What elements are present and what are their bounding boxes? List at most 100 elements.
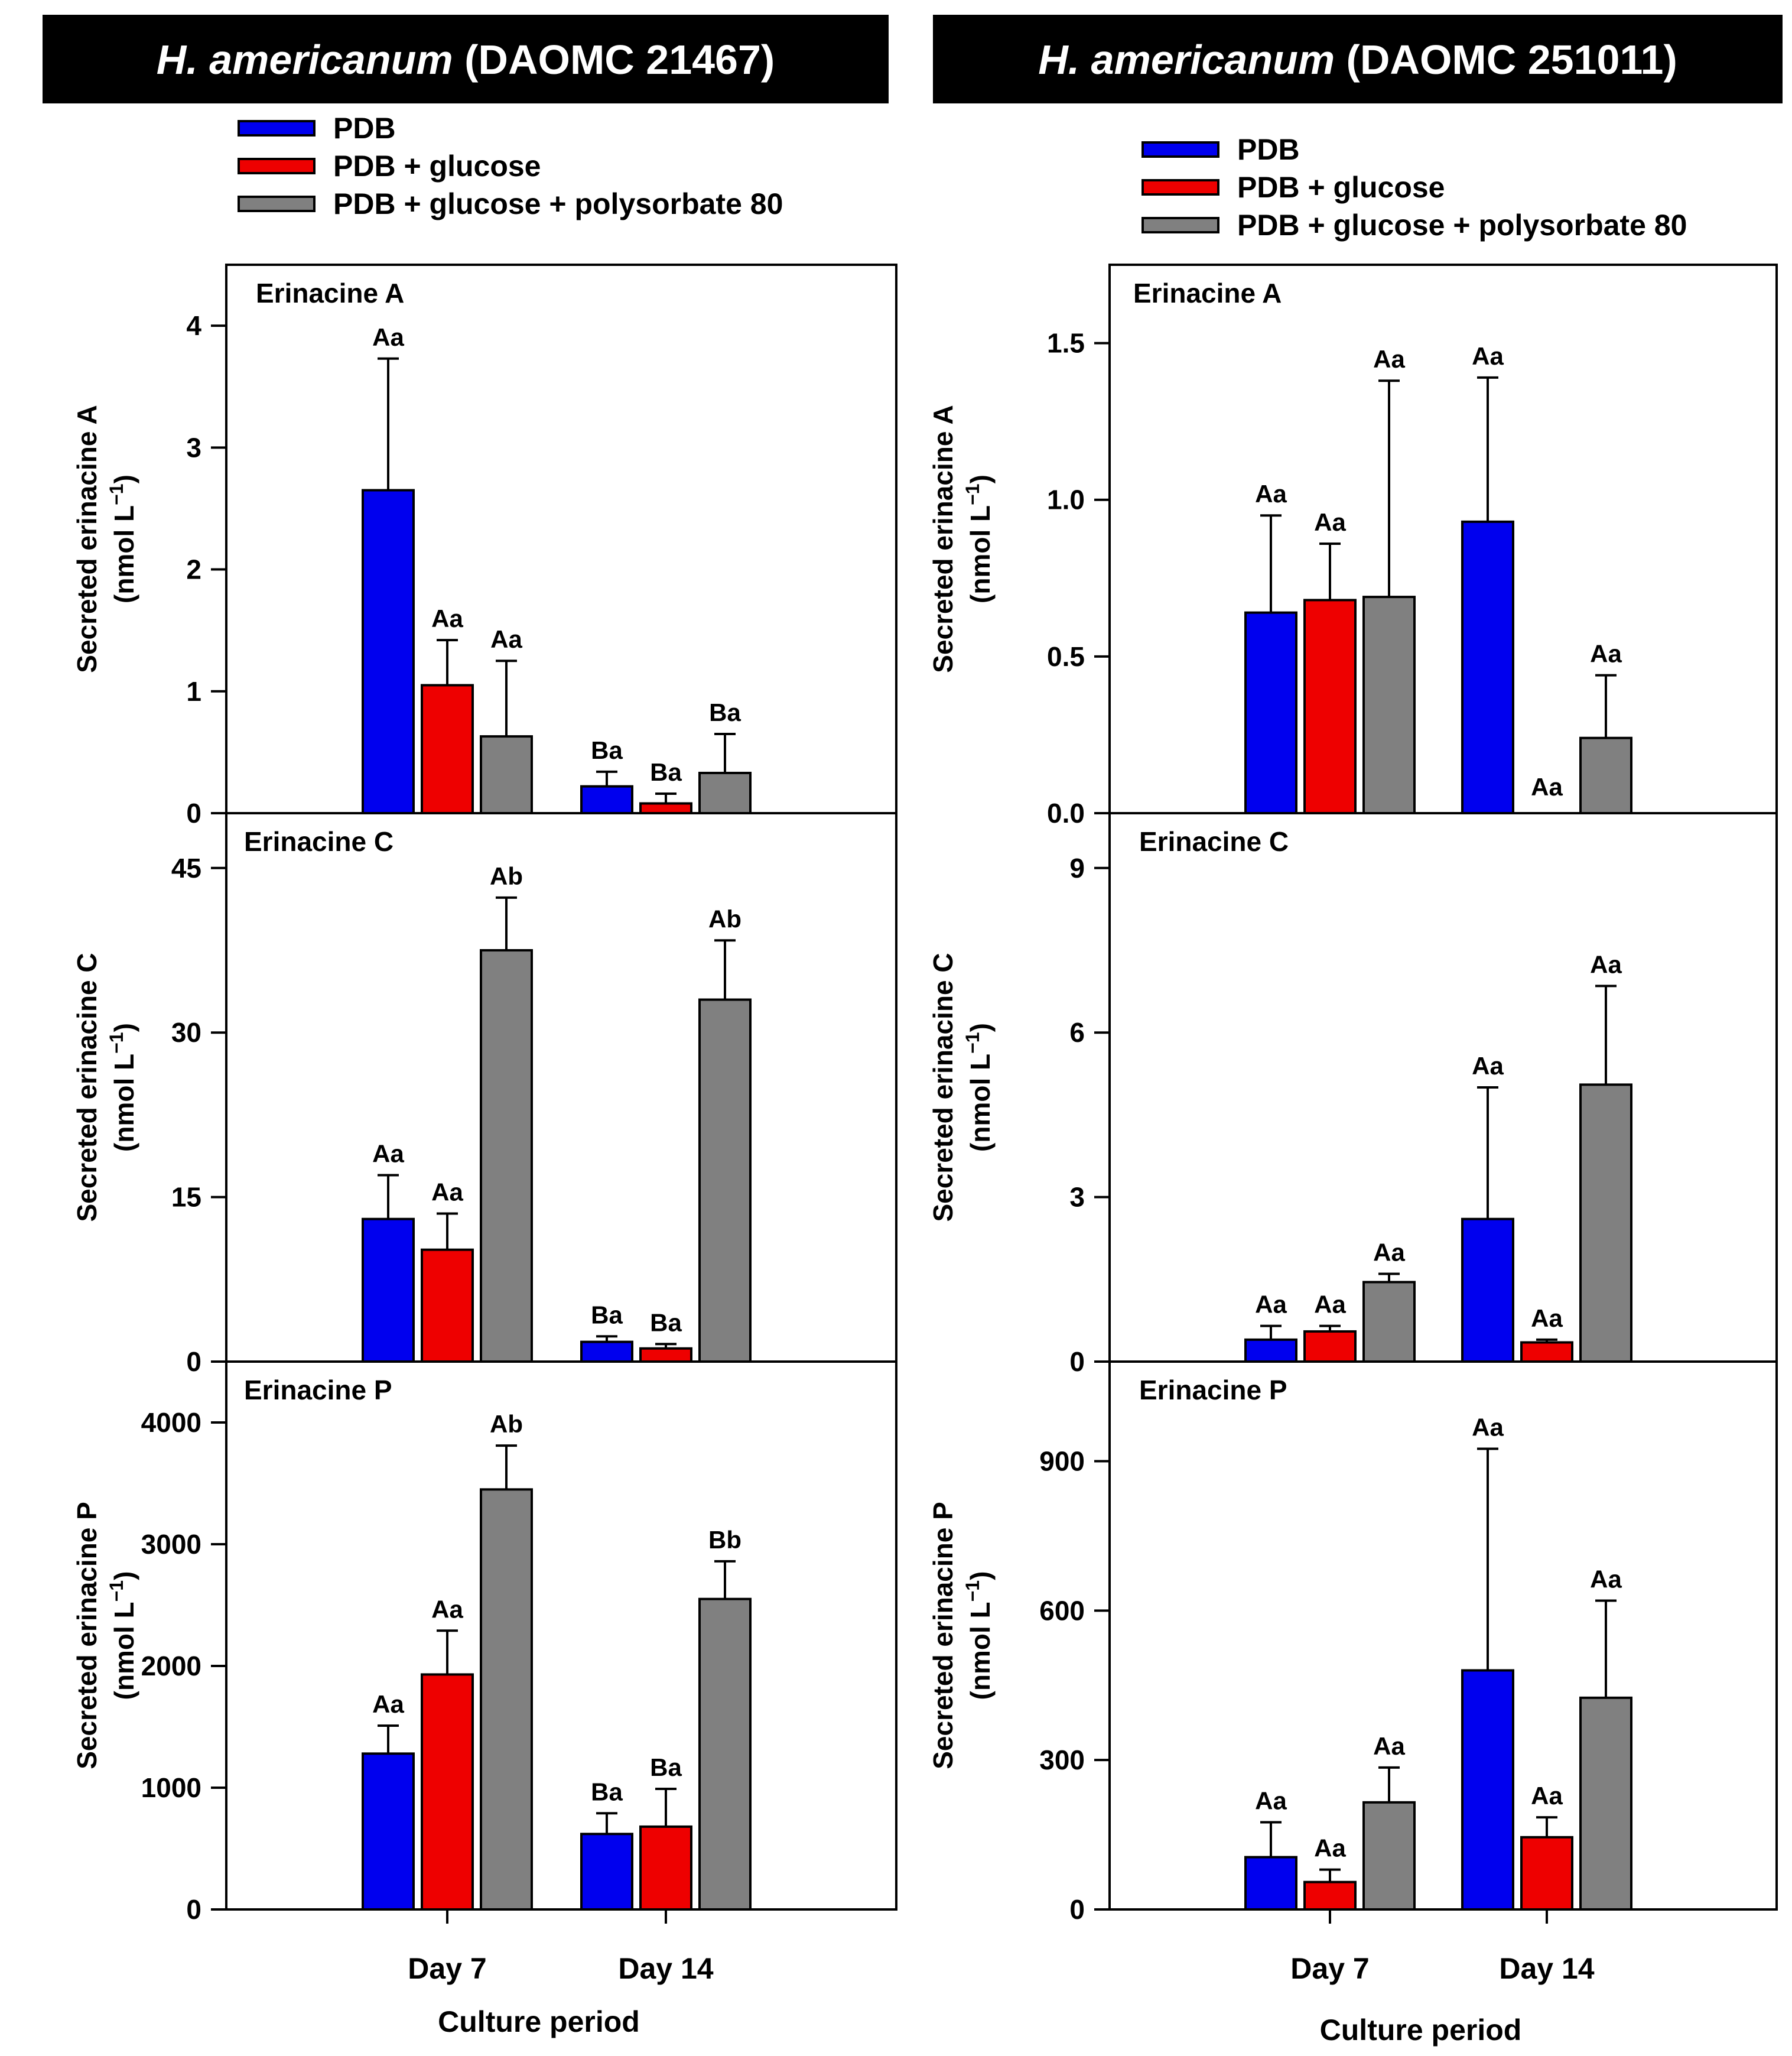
- y-axis-unit-part: −1: [962, 1580, 983, 1602]
- bar: [698, 1597, 752, 1911]
- bar: [639, 802, 692, 814]
- bar: [1362, 596, 1416, 814]
- bar: [362, 1217, 415, 1363]
- significance-letter: Aa: [372, 1139, 404, 1167]
- significance-letter: Aa: [490, 625, 522, 653]
- panel-frame: [1108, 1360, 1778, 1911]
- bar: [1362, 1281, 1416, 1363]
- panel-frame: [1108, 812, 1778, 1363]
- y-tick-label: 30: [171, 1017, 201, 1048]
- significance-letter: Bb: [708, 1526, 741, 1554]
- legend-label: PDB + glucose: [1237, 171, 1445, 204]
- significance-letter: Aa: [1314, 1291, 1346, 1318]
- legend-swatch: [1141, 217, 1219, 233]
- y-axis-unit: (nmol L−1): [106, 1023, 139, 1152]
- bar: [1303, 599, 1357, 814]
- panel-erinacine-c: 0 15 30 45 Erinacine C Secreted erinacine C (n…: [71, 812, 897, 1377]
- significance-letter: Aa: [1472, 342, 1504, 370]
- y-tick-label: 6: [1069, 1017, 1085, 1048]
- panel-label: Erinacine A: [1133, 278, 1282, 308]
- y-axis-unit-part: −1: [106, 1032, 127, 1053]
- significance-letter: Aa: [1373, 1239, 1405, 1266]
- x-axis-title: Culture period: [438, 2005, 640, 2038]
- significance-letter: Ba: [591, 1778, 623, 1805]
- bar: [480, 949, 533, 1363]
- significance-letter: Aa: [1472, 1413, 1504, 1441]
- legend-label: PDB: [1237, 133, 1300, 166]
- y-axis-unit: (nmol L−1): [962, 475, 996, 603]
- bar: [1303, 1330, 1357, 1363]
- y-tick-label: 2: [186, 554, 201, 585]
- bar: [1520, 1836, 1573, 1911]
- significance-letter: Ab: [490, 1410, 523, 1438]
- significance-letter: Aa: [1255, 480, 1287, 508]
- x-tick-label: Day 7: [408, 1952, 486, 1985]
- y-tick-label: 0.5: [1047, 641, 1085, 672]
- legend-label: PDB + glucose + polysorbate 80: [333, 187, 783, 220]
- y-tick-label: 0: [1069, 1894, 1085, 1925]
- bar: [698, 771, 752, 814]
- y-axis-label: Secreted erinacine P: [928, 1502, 958, 1769]
- bar: [1244, 1856, 1297, 1911]
- y-axis-unit: (nmol L−1): [106, 475, 139, 603]
- bar: [1244, 611, 1297, 815]
- panel-label: Erinacine A: [256, 278, 404, 308]
- y-tick-label: 0: [1069, 1346, 1085, 1377]
- y-axis-unit-part: (nmol L: [965, 1602, 996, 1700]
- panel-frame: [225, 812, 897, 1363]
- y-axis-label: Secreted erinacine C: [928, 953, 958, 1222]
- y-axis-unit-part: (nmol L: [109, 1602, 139, 1700]
- significance-letter: Aa: [431, 605, 463, 632]
- y-tick-label: 0: [186, 798, 201, 829]
- y-axis-unit-part: ): [109, 1571, 139, 1580]
- x-tick-label: Day 7: [1290, 1952, 1369, 1985]
- bar: [1362, 1801, 1416, 1911]
- y-axis-unit-part: ): [965, 1571, 996, 1580]
- x-axis-title: Culture period: [1320, 2013, 1522, 2047]
- bar: [480, 735, 533, 814]
- legend-swatch: [238, 196, 316, 212]
- y-tick-label: 2000: [141, 1651, 201, 1681]
- y-tick-label: 1.5: [1047, 328, 1085, 359]
- y-axis-unit-part: (nmol L: [109, 1054, 139, 1152]
- bar: [480, 1488, 533, 1911]
- bar: [1579, 1696, 1632, 1911]
- panel-erinacine-a: 0 1 2 3 4 Erinacine A Secreted erinacine A (nmo…: [71, 264, 897, 829]
- bar: [1461, 1217, 1514, 1363]
- y-tick-label: 3000: [141, 1529, 201, 1560]
- significance-letter: Aa: [1590, 1565, 1622, 1593]
- significance-letter: Aa: [1472, 1052, 1504, 1080]
- significance-letter: Aa: [1531, 773, 1563, 801]
- significance-letter: Ba: [709, 699, 741, 726]
- chart-title: H. americanum (DAOMC 251011): [1038, 37, 1677, 83]
- y-axis-unit: (nmol L−1): [962, 1023, 996, 1152]
- panel-label: Erinacine P: [1139, 1375, 1287, 1405]
- bar: [639, 1825, 692, 1911]
- chart-title-bar: [933, 15, 1783, 103]
- y-axis-label: Secreted erinacine P: [71, 1502, 102, 1769]
- bar: [1461, 520, 1514, 814]
- y-tick-label: 3: [186, 432, 201, 463]
- y-axis-unit-part: (nmol L: [109, 505, 139, 603]
- y-axis-unit-part: ): [965, 475, 996, 483]
- y-axis-unit: (nmol L−1): [106, 1571, 139, 1700]
- chart-title-strain: (DAOMC 21467): [453, 37, 775, 83]
- y-tick-label: 1000: [141, 1772, 201, 1803]
- significance-letter: Ba: [650, 1753, 682, 1781]
- significance-letter: Aa: [372, 1690, 404, 1718]
- y-axis-label: Secreted erinacine A: [928, 405, 958, 673]
- chart-title-strain: (DAOMC 251011): [1335, 37, 1677, 83]
- y-tick-label: 4: [186, 310, 201, 341]
- significance-letter: Aa: [1255, 1291, 1287, 1318]
- significance-letter: Ba: [650, 1308, 682, 1336]
- legend-swatch: [238, 158, 316, 174]
- panel-label: Erinacine P: [244, 1375, 392, 1405]
- significance-letter: Aa: [1590, 640, 1622, 668]
- legend-swatch: [1141, 141, 1219, 158]
- panel-frame: [225, 264, 897, 814]
- legend-swatch: [1141, 179, 1219, 196]
- y-tick-label: 1.0: [1047, 485, 1085, 515]
- bar: [1244, 1338, 1297, 1363]
- y-axis-unit-part: −1: [962, 1032, 983, 1053]
